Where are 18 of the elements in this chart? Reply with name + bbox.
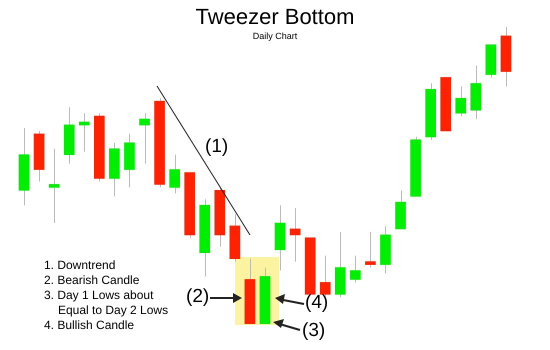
annotation: 4. Bullish Candle xyxy=(44,318,136,333)
candlestick xyxy=(365,231,376,268)
chart-subtitle: Daily Chart xyxy=(252,31,298,41)
annotation: 3. Day 1 Lows about Equal to Day 2 Lows xyxy=(44,288,170,318)
candlestick xyxy=(290,208,300,262)
annotation: (2) xyxy=(186,286,210,308)
annotation: (3) xyxy=(302,320,326,342)
candlestick xyxy=(169,154,180,194)
candlestick xyxy=(78,112,90,152)
annotation: 1. Downtrend xyxy=(44,258,116,273)
candlestick xyxy=(455,86,466,117)
candlestick xyxy=(350,255,361,283)
chart-title: Tweezer Bottom xyxy=(194,4,356,30)
candlestick xyxy=(48,148,60,224)
annotation: (4) xyxy=(305,292,328,314)
candlestick xyxy=(139,112,150,164)
annotation: (1) xyxy=(205,136,228,158)
annotation: 2. Bearish Candle xyxy=(44,273,140,288)
